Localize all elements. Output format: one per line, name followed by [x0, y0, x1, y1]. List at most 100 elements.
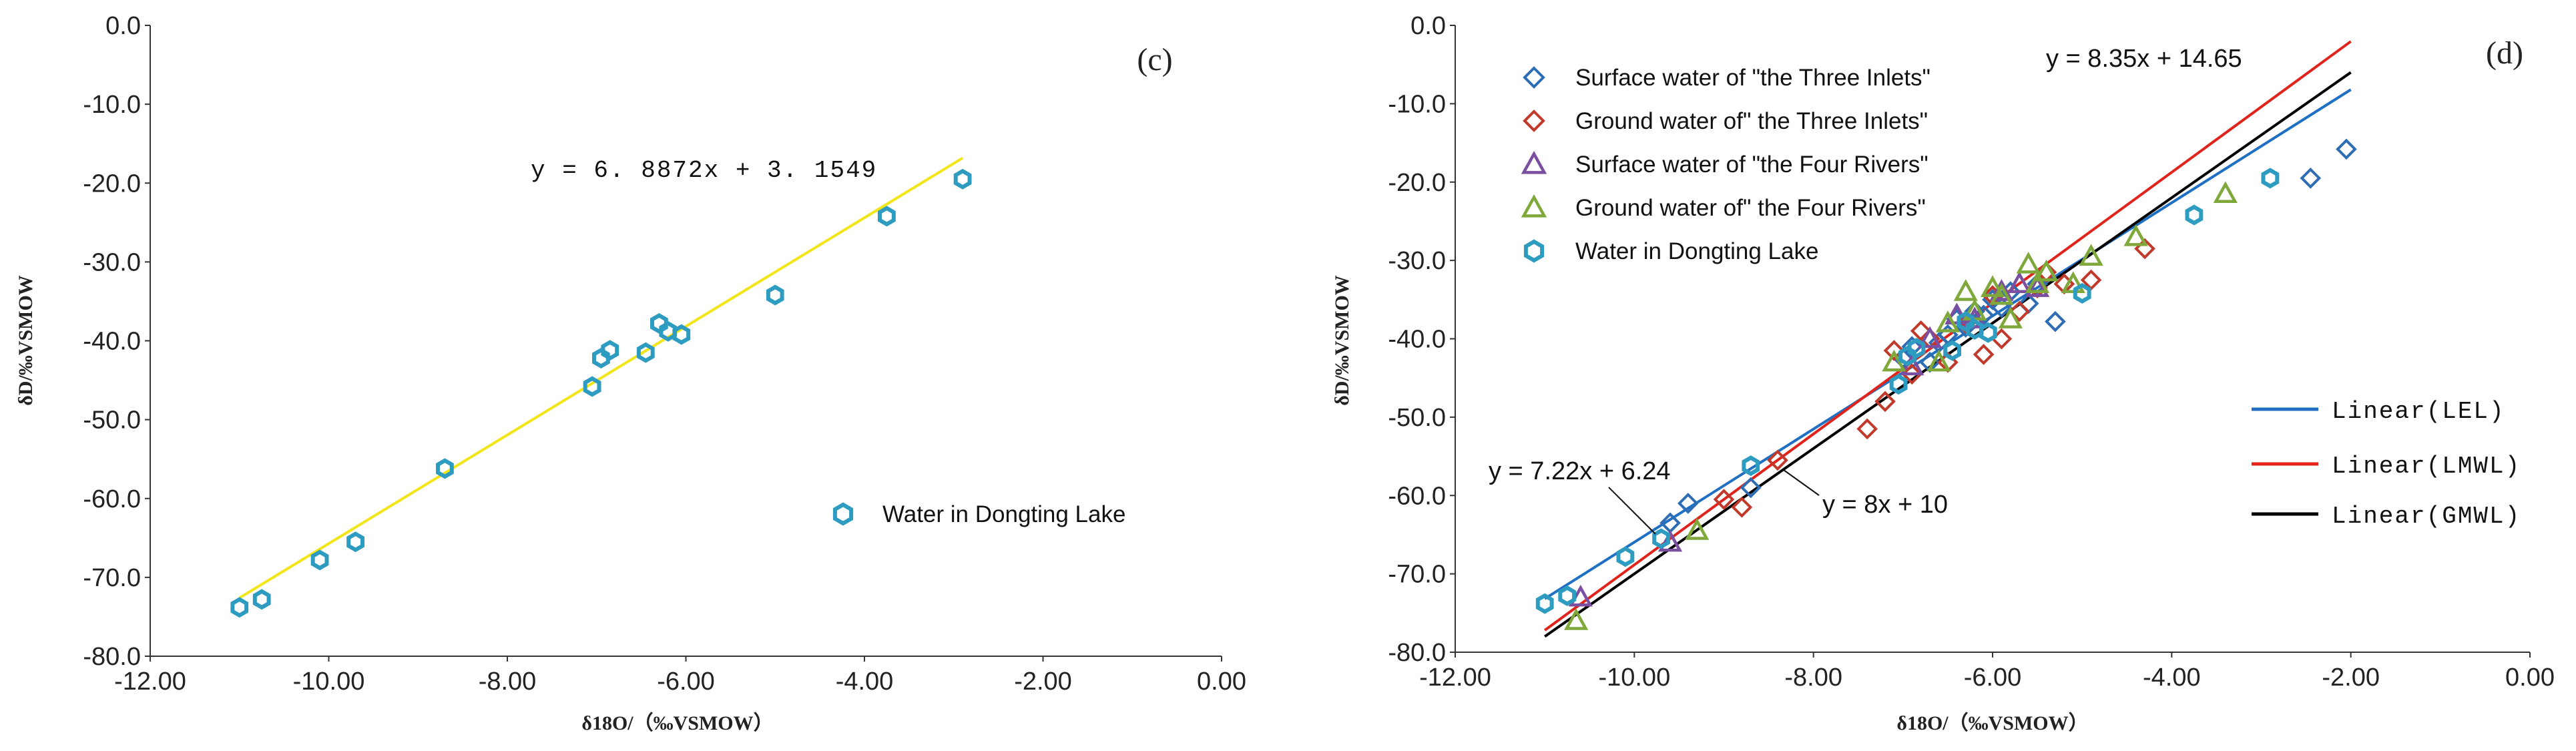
- data-point: [766, 284, 784, 306]
- x-tick-label: -10.00: [293, 668, 365, 696]
- data-point: [2261, 168, 2280, 189]
- y-tick-label: 0.0: [105, 12, 141, 40]
- legend-c: Water in Dongting Lake: [832, 501, 1125, 527]
- panel-label-d: (d): [2486, 35, 2523, 71]
- x-tick-label: -6.00: [1964, 664, 2022, 692]
- y-tick-label: 0.0: [1410, 12, 1446, 40]
- x-tick-label: 0.00: [1197, 668, 1246, 696]
- data-point: [659, 320, 678, 342]
- data-point: [636, 342, 655, 363]
- data-point: [2123, 224, 2148, 246]
- fit-equation-c: y = 6. 8872x + 3. 1549: [531, 157, 877, 184]
- data-point: [346, 531, 364, 553]
- data-point: [1767, 449, 1788, 471]
- legend-label-ground-three-inlets: Ground water of" the Three Inlets": [1575, 108, 1928, 134]
- legend-label-dongting-d: Water in Dongting Lake: [1575, 238, 1818, 264]
- data-point: [1742, 455, 1760, 477]
- data-point: [592, 348, 610, 368]
- panel-label-c: (c): [1137, 42, 1172, 77]
- y-tick-label: -40.0: [83, 328, 141, 356]
- equation-lel: y = 7.22x + 6.24: [1489, 457, 1671, 485]
- x-axis-label-d: δ18O/（‰VSMOW）: [1896, 712, 2088, 734]
- fit-lines-c: [238, 156, 964, 599]
- y-tick-label: -60.0: [1388, 482, 1446, 510]
- data-point: [1907, 338, 1926, 359]
- data-point: [2007, 271, 2032, 294]
- points-d: [1535, 138, 2357, 630]
- legend-marker-icon: [832, 502, 854, 526]
- legend-label-lmwl: Linear(LMWL): [2332, 453, 2521, 480]
- equation-lmwl: y = 8.35x + 14.65: [2046, 45, 2242, 73]
- x-tick-label: -6.00: [657, 668, 715, 696]
- y-ticks-c: -80.0 -70.0 -60.0 -50.0 -40.0 -30.0 -20.0 -10.0…: [83, 12, 150, 671]
- data-point: [2045, 310, 2066, 332]
- legend-label-lel: Linear(LEL): [2332, 398, 2505, 425]
- data-point: [1685, 518, 1710, 540]
- data-point: [2073, 282, 2091, 304]
- legend-marker-icon: [1523, 239, 1545, 263]
- x-ticks-c: -12.00 -10.00 -8.00 -6.00 -4.00 -2.00 0.00: [114, 656, 1246, 696]
- data-point: [1943, 340, 1961, 361]
- fit-line: [238, 156, 964, 599]
- data-point: [1980, 275, 2005, 297]
- x-tick-label: -2.00: [1014, 668, 1072, 696]
- data-point: [672, 324, 691, 345]
- data-point: [1740, 477, 1762, 499]
- data-point: [1898, 345, 1916, 366]
- data-point: [1731, 497, 1753, 518]
- data-point: [2061, 271, 2085, 294]
- data-point: [1652, 528, 1670, 549]
- data-point: [436, 458, 454, 479]
- data-point: [1979, 322, 1997, 343]
- data-point: [2025, 271, 2050, 294]
- y-ticks-d: -80.0 -70.0 -60.0 -50.0 -40.0 -30.0 -20.0 -10.0…: [1388, 12, 1455, 667]
- data-point: [1989, 283, 2014, 305]
- data-point: [2079, 244, 2103, 266]
- data-point: [2009, 300, 2031, 322]
- x-tick-label: -12.00: [1419, 664, 1491, 692]
- legend-marker-icon: [1523, 66, 1545, 89]
- x-tick-label: -2.00: [2322, 664, 2380, 692]
- legend-marker-dongting-d: [1523, 239, 1545, 263]
- data-point: [1883, 340, 1905, 361]
- data-point: [583, 376, 601, 397]
- x-axis-label-c: δ18O/（‰VSMOW）: [581, 712, 773, 734]
- legend-marker-ground-three-inlets: [1523, 109, 1545, 132]
- x-tick-label: 0.00: [2505, 664, 2555, 692]
- data-point: [1917, 326, 1943, 348]
- data-point: [1657, 529, 1683, 552]
- data-point: [2185, 204, 2204, 226]
- data-point: [1564, 608, 1589, 630]
- x-tick-label: -8.00: [1784, 664, 1842, 692]
- legend-marker-dongting-c: [832, 502, 854, 526]
- y-tick-label: -30.0: [83, 248, 141, 276]
- x-tick-label: -12.00: [114, 668, 186, 696]
- legend-label-dongting-c: Water in Dongting Lake: [882, 501, 1125, 527]
- y-tick-label: -80.0: [1388, 639, 1446, 667]
- x-ticks-d: -12.00 -10.00 -8.00 -6.00 -4.00 -2.00 0.00: [1419, 652, 2555, 692]
- data-point: [1965, 318, 1984, 340]
- legend-marker-ground-four-rivers: [1521, 194, 1547, 218]
- x-tick-label: -8.00: [479, 668, 537, 696]
- data-point: [310, 549, 329, 571]
- y-tick-label: -10.0: [1388, 90, 1446, 118]
- data-point: [878, 206, 896, 227]
- equation-gmwl: y = 8x + 10: [1822, 491, 1948, 519]
- data-point: [2336, 138, 2357, 160]
- data-point: [1558, 585, 1577, 606]
- legend-marker-icon: [1521, 194, 1547, 218]
- legend-series-d: Surface water of "the Three Inlets" Grou…: [1521, 65, 1930, 264]
- data-point: [1713, 489, 1735, 510]
- data-point: [1874, 391, 1896, 413]
- y-tick-label: -70.0: [1388, 561, 1446, 589]
- x-tick-label: -4.00: [2143, 664, 2201, 692]
- data-point: [1989, 279, 2014, 301]
- legend-label-surface-three-inlets: Surface water of "the Three Inlets": [1575, 65, 1930, 91]
- panel-c: -80.0 -70.0 -60.0 -50.0 -40.0 -30.0 -20.0 -10.0…: [15, 12, 1246, 734]
- y-tick-label: -20.0: [1388, 169, 1446, 197]
- y-axis-label-d: δD/‰VSMOW: [1331, 275, 1353, 406]
- panel-d: -80.0 -70.0 -60.0 -50.0 -40.0 -30.0 -20.0 -10.0…: [1331, 12, 2555, 734]
- y-axis-label-c: δD/‰VSMOW: [15, 275, 37, 406]
- y-tick-label: -70.0: [83, 564, 141, 592]
